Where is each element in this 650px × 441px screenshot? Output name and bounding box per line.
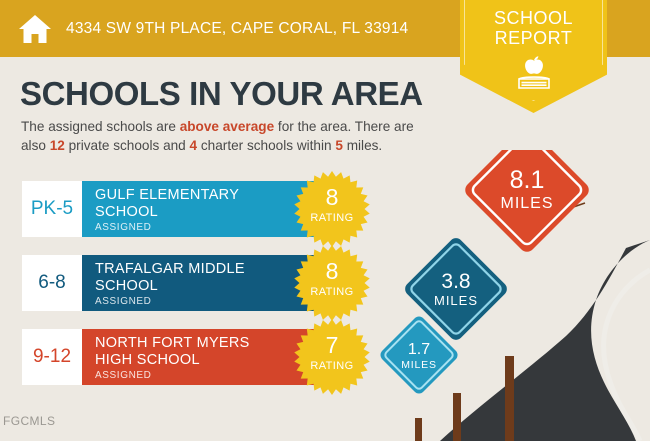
sign-unit-8-1: MILES xyxy=(500,195,553,212)
book-icon xyxy=(518,76,550,89)
school-name-line2: HIGH SCHOOL xyxy=(95,351,200,368)
school-grade-range: 9-12 xyxy=(22,329,82,385)
distance-sign-8-1: 8.1 MILES xyxy=(465,128,589,252)
school-grade-range: 6-8 xyxy=(22,255,82,311)
sign-post-2 xyxy=(453,393,461,441)
badge-title-line2: REPORT xyxy=(494,28,573,48)
school-name-line1: GULF ELEMENTARY xyxy=(95,187,240,203)
rating-value: 7 xyxy=(325,332,339,358)
school-name-line2: SCHOOL xyxy=(95,277,159,294)
school-name-line2: SCHOOL xyxy=(95,203,159,220)
summary-text: The assigned schools are above average f… xyxy=(21,118,441,155)
rating-value: 8 xyxy=(325,184,339,210)
badge-title-line1: SCHOOL xyxy=(493,8,574,28)
school-rating-badge: 8 RATING xyxy=(293,170,371,248)
badge-art xyxy=(518,56,550,89)
sign-value-1-7: 1.7 xyxy=(408,341,430,358)
road-lane-line xyxy=(601,267,650,441)
house-icon xyxy=(19,14,51,43)
distance-sign-1-7: 1.7 MILES xyxy=(380,316,458,394)
school-rating-badge: 8 RATING xyxy=(293,244,371,322)
sign-post-1 xyxy=(505,356,514,441)
school-report-badge: SCHOOL REPORT xyxy=(460,0,607,113)
rating-label: RATING xyxy=(310,212,354,224)
badge-inner-border xyxy=(464,0,603,101)
school-grade-range: PK-5 xyxy=(22,181,82,237)
apple-icon xyxy=(525,56,543,74)
page-title: SCHOOLS IN YOUR AREA xyxy=(20,75,423,112)
summary-highlight-1: above average xyxy=(179,119,275,134)
summary-highlight-3: 12 xyxy=(49,137,65,153)
school-name-line1: NORTH FORT MYERS xyxy=(95,335,250,351)
distance-sign-3-8: 3.8 MILES xyxy=(405,238,507,340)
school-name-bar: TRAFALGAR MIDDLE SCHOOL ASSIGNED xyxy=(82,255,318,311)
school-name-bar: NORTH FORT MYERS HIGH SCHOOL ASSIGNED xyxy=(82,329,318,385)
starburst-icon xyxy=(294,171,370,247)
school-list: PK-5 GULF ELEMENTARY SCHOOL ASSIGNED 8 RATING… xyxy=(22,171,370,403)
summary-highlight-7: 5 xyxy=(335,137,343,153)
starburst-icon xyxy=(294,319,370,395)
starburst-icon xyxy=(294,245,370,321)
road-illustration: 8.1 MILES 3.8 MILES 1.7 MILES xyxy=(380,128,650,441)
sign-value-3-8: 3.8 xyxy=(441,270,470,293)
road-signs-graphic: 8.1 MILES 3.8 MILES 1.7 MILES xyxy=(380,128,650,441)
school-row[interactable]: 6-8 TRAFALGAR MIDDLE SCHOOL ASSIGNED 8 RATING xyxy=(22,245,370,321)
rating-label: RATING xyxy=(310,286,354,298)
school-row[interactable]: PK-5 GULF ELEMENTARY SCHOOL ASSIGNED 8 RATING xyxy=(22,171,370,247)
badge-title: SCHOOL REPORT xyxy=(460,8,607,48)
school-rating-badge: 7 RATING xyxy=(293,318,371,396)
summary-segment-0: The assigned schools are xyxy=(21,119,180,134)
school-name-bar: GULF ELEMENTARY SCHOOL ASSIGNED xyxy=(82,181,318,237)
watermark: FGCMLS xyxy=(3,414,56,428)
school-name-line1: TRAFALGAR MIDDLE xyxy=(95,261,245,277)
road-surface xyxy=(440,240,650,441)
sign-post-3 xyxy=(415,418,422,441)
property-address: 4334 SW 9TH PLACE, CAPE CORAL, FL 33914 xyxy=(66,19,409,37)
school-status: ASSIGNED xyxy=(95,370,152,381)
summary-segment-8: miles. xyxy=(342,137,383,153)
summary-highlight-5: 4 xyxy=(189,137,198,153)
rating-label: RATING xyxy=(310,360,354,372)
summary-segment-2: for the area. There are also xyxy=(21,119,414,153)
sign-unit-1-7: MILES xyxy=(401,359,437,371)
school-status: ASSIGNED xyxy=(95,296,152,307)
sign-unit-3-8: MILES xyxy=(434,293,478,308)
school-status: ASSIGNED xyxy=(95,222,152,233)
school-row[interactable]: 9-12 NORTH FORT MYERS HIGH SCHOOL ASSIGNED 7… xyxy=(22,319,370,395)
sign-value-8-1: 8.1 xyxy=(510,166,545,194)
summary-segment-6: charter schools within xyxy=(197,137,336,153)
summary-segment-4: private schools and xyxy=(64,137,190,153)
rating-value: 8 xyxy=(325,258,339,284)
